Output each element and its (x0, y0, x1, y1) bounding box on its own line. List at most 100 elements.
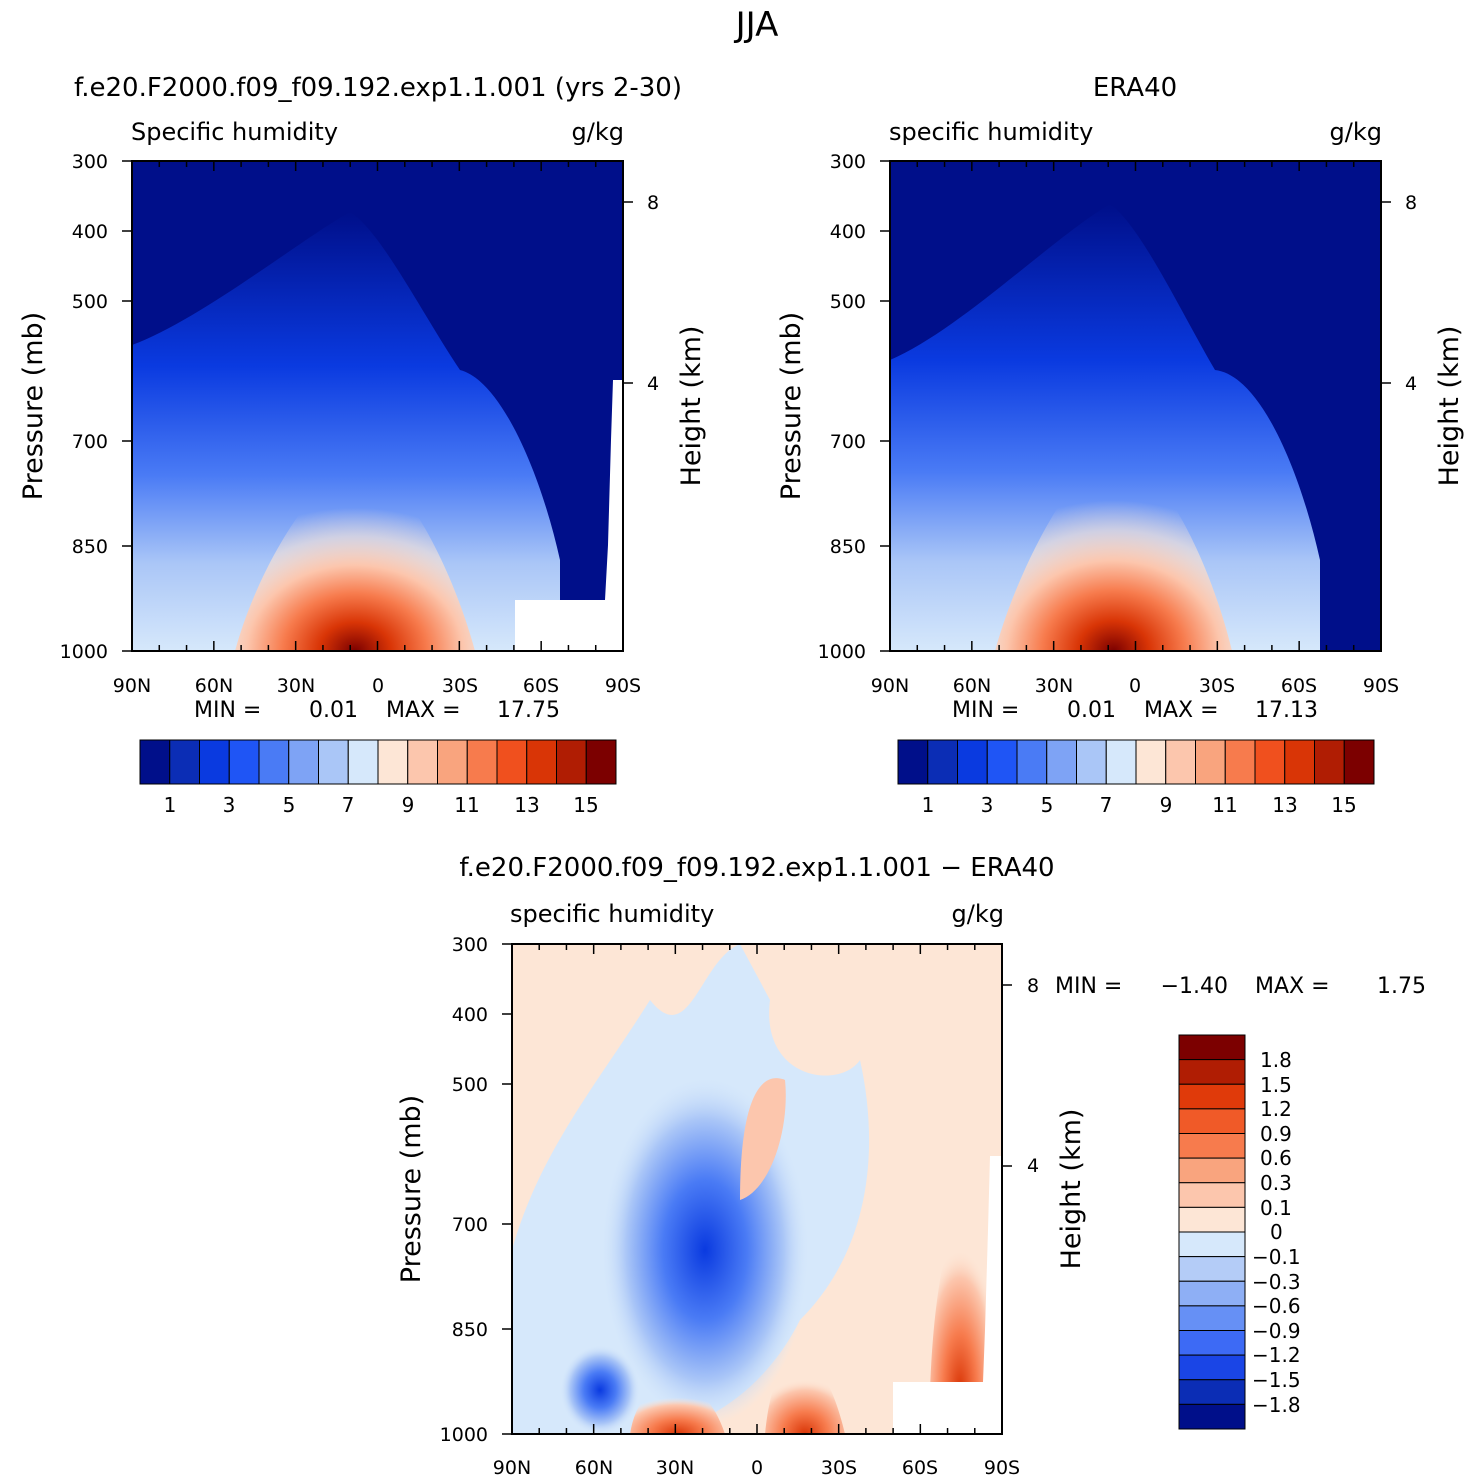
panel-era40-y-tick: 850 (830, 536, 866, 558)
panel-difference-colorbar-label: −0.9 (1252, 1319, 1301, 1343)
panel-difference-colorbar-label: 1.8 (1260, 1048, 1292, 1072)
panel-era40-colorbar-swatch (1046, 739, 1077, 785)
panel-model-colorbar-labels: 1 3 5 7 9 11 13 15 (164, 793, 599, 817)
panel-difference-x-tick: 60N (575, 1457, 613, 1479)
panel-model-colorbar-label: 13 (514, 793, 539, 817)
panel-era40-colorbar-swatch (1343, 739, 1375, 785)
panel-model-missing-edge (605, 380, 623, 600)
panel-difference-colorbar-swatch (1178, 1133, 1246, 1159)
panel-model-y-axis-label: Pressure (mb) (18, 312, 49, 500)
panel-model-colorbar-swatch (466, 739, 498, 785)
panel-model-colorbar-swatch (318, 739, 349, 785)
panel-era40-colorbar-swatch (1224, 739, 1256, 785)
panel-era40-units-label: g/kg (1330, 118, 1382, 146)
panel-difference-colorbar-swatch (1178, 1059, 1246, 1085)
panel-era40-y2-tick: 8 (1405, 192, 1417, 214)
panel-difference-negative-patch (560, 1345, 640, 1435)
panel-difference-y2-axis-label: Height (km) (1056, 1109, 1087, 1270)
panel-difference-colorbar-label: 1.2 (1260, 1097, 1292, 1121)
panel-difference-colorbar-label: −1.5 (1252, 1368, 1301, 1392)
panel-difference-colorbar-label: 0.1 (1260, 1196, 1292, 1220)
panel-model-y-tick: 400 (72, 221, 108, 243)
panel-model-colorbar-swatch (169, 739, 200, 785)
panel-difference-missing-region (893, 1382, 1002, 1434)
panel-era40-y-tick: 500 (830, 291, 866, 313)
panel-difference-colorbar-swatch (1178, 1182, 1246, 1208)
panel-difference-colorbar-label: 0.6 (1260, 1146, 1292, 1170)
panel-difference-colorbar-swatch (1178, 1256, 1246, 1282)
panel-era40-colorbar-label: 15 (1331, 793, 1356, 817)
panel-model-y-ticks: 300 400 500 700 850 1000 (60, 151, 108, 663)
panel-era40-min-value: 0.01 (1067, 698, 1116, 723)
panel-difference: f.e20.F2000.f09_f09.192.exp1.1.001 − ERA… (396, 853, 1426, 1479)
panel-model-max-value: 17.75 (497, 698, 560, 723)
panel-era40-moist-core (995, 450, 1232, 651)
panel-difference-max-label: MAX = (1255, 974, 1330, 999)
panel-difference-colorbar-label: −0.3 (1252, 1270, 1301, 1294)
panel-model-x-tick: 60S (523, 675, 559, 697)
panel-model-colorbar-swatch (526, 739, 557, 785)
panel-era40-colorbar-swatch (1016, 739, 1048, 785)
panel-difference-max-value: 1.75 (1377, 974, 1426, 999)
panel-model-colorbar-swatch (199, 739, 230, 785)
panel-model-variable-label: Specific humidity (131, 118, 338, 146)
panel-model-y-tick: 300 (72, 151, 108, 173)
panel-difference-colorbar-swatch (1178, 1206, 1246, 1233)
panel-era40-colorbar-swatch (1284, 739, 1315, 785)
panel-model-colorbar-label: 11 (454, 793, 479, 817)
panel-era40-colorbar-swatch (1105, 739, 1137, 785)
axis-tick-marks (502, 943, 1012, 1435)
panel-era40-x-tick: 60S (1281, 675, 1317, 697)
panel-difference-units-label: g/kg (952, 900, 1004, 928)
panel-difference-colorbar-label: 0.9 (1260, 1122, 1292, 1146)
panel-difference-colorbar-label: −1.2 (1252, 1343, 1301, 1367)
panel-era40-y2-tick: 4 (1405, 373, 1417, 395)
panel-model-colorbar (139, 739, 617, 785)
panel-difference-colorbar (1178, 1034, 1246, 1430)
panel-model-y-tick: 1000 (60, 641, 108, 663)
panel-era40-colorbar-swatch (1254, 739, 1286, 785)
panel-era40-y-axis-label: Pressure (mb) (776, 312, 807, 500)
panel-era40-colorbar-label: 1 (922, 793, 935, 817)
panel-difference-colorbar-swatch (1178, 1403, 1246, 1430)
panel-model-colorbar-label: 9 (402, 793, 415, 817)
panel-model-colorbar-swatch (585, 739, 617, 785)
panel-model-colorbar-swatch (377, 739, 409, 785)
panel-difference-colorbar-label: 1.5 (1260, 1073, 1292, 1097)
panel-model-y2-tick: 8 (647, 192, 659, 214)
panel-model-colorbar-swatch (139, 739, 171, 785)
panel-model-colorbar-swatch (437, 739, 468, 785)
panel-era40-colorbar-swatch (1195, 739, 1226, 785)
panel-era40: ERA40 specific humidity g/kg 90N 60N 30N… (776, 73, 1465, 817)
panel-model-moist-column (132, 212, 560, 651)
panel-era40-max-value: 17.13 (1255, 698, 1318, 723)
panel-era40-x-tick: 90S (1363, 675, 1399, 697)
panel-difference-colorbar-swatch (1178, 1034, 1246, 1061)
panel-model-colorbar-label: 15 (573, 793, 598, 817)
panel-difference-colorbar-swatch (1178, 1379, 1246, 1405)
panel-model-colorbar-label: 1 (164, 793, 177, 817)
panel-difference-x-ticks: 90N 60N 30N 0 30S 60S 90S (493, 1457, 1020, 1479)
panel-era40-colorbar-swatch (927, 739, 958, 785)
panel-era40-y-tick: 1000 (818, 641, 866, 663)
panel-difference-x-tick: 30N (656, 1457, 694, 1479)
panel-model: f.e20.F2000.f09_f09.192.exp1.1.001 (yrs … (18, 73, 707, 817)
panel-difference-colorbar-label: 0.3 (1260, 1171, 1292, 1195)
panel-era40-y-ticks: 300 400 500 700 850 1000 (818, 151, 866, 663)
panel-era40-min-label: MIN = (952, 698, 1019, 723)
panel-model-min-value: 0.01 (309, 698, 358, 723)
panel-difference-y-tick: 850 (452, 1319, 488, 1341)
panel-era40-x-ticks: 90N 60N 30N 0 30S 60S 90S (871, 675, 1399, 697)
panel-difference-colorbar-swatch (1178, 1354, 1246, 1381)
panel-model-x-tick: 0 (372, 675, 384, 697)
panel-difference-colorbar-swatch (1178, 1231, 1246, 1258)
panel-difference-min-value: −1.40 (1161, 974, 1228, 999)
panel-model-colorbar-swatch (288, 739, 319, 785)
panel-era40-max-label: MAX = (1144, 698, 1219, 723)
panel-difference-colorbar-label: −0.6 (1252, 1294, 1301, 1318)
panel-model-y2-ticks: 8 4 (647, 192, 659, 395)
panel-difference-colorbar-swatch (1178, 1305, 1246, 1331)
panel-era40-x-tick: 60N (953, 675, 991, 697)
panel-era40-y-tick: 700 (830, 431, 866, 453)
